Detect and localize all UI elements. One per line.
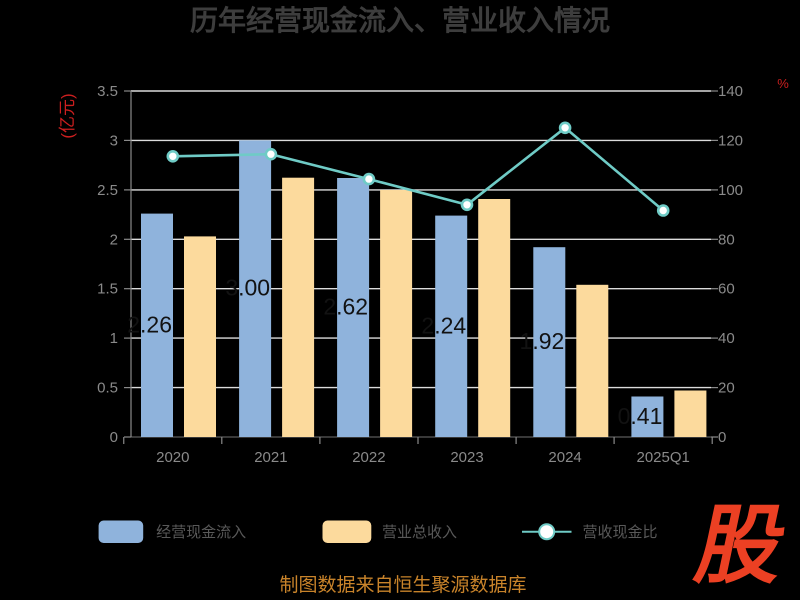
svg-text:1.5: 1.5 xyxy=(97,281,118,298)
svg-text:历年经营现金流入、营业收入情况: 历年经营现金流入、营业收入情况 xyxy=(190,4,610,36)
svg-text:2025Q1: 2025Q1 xyxy=(637,449,690,466)
svg-text:20: 20 xyxy=(718,380,735,397)
svg-text:营业总收入: 营业总收入 xyxy=(382,524,457,541)
svg-text:100: 100 xyxy=(718,182,743,199)
svg-text:1: 1 xyxy=(110,330,118,347)
svg-text:140: 140 xyxy=(718,83,743,100)
svg-text:%: % xyxy=(777,76,789,91)
svg-text:2024: 2024 xyxy=(548,449,581,466)
svg-text:2.26: 2.26 xyxy=(127,311,172,337)
svg-text:2022: 2022 xyxy=(352,449,385,466)
svg-text:2020: 2020 xyxy=(156,449,189,466)
svg-text:2: 2 xyxy=(110,231,118,248)
svg-text:0.5: 0.5 xyxy=(97,380,118,397)
svg-text:0: 0 xyxy=(718,429,726,446)
svg-text:经营现金流入: 经营现金流入 xyxy=(156,524,246,541)
svg-text:0.41: 0.41 xyxy=(618,403,663,429)
svg-text:(亿元): (亿元) xyxy=(58,93,77,138)
svg-text:1.92: 1.92 xyxy=(520,328,565,354)
svg-text:3.5: 3.5 xyxy=(97,83,118,100)
svg-text:3.00: 3.00 xyxy=(225,275,270,301)
svg-text:40: 40 xyxy=(718,330,735,347)
svg-text:股: 股 xyxy=(688,498,794,594)
svg-text:80: 80 xyxy=(718,231,735,248)
svg-text:2021: 2021 xyxy=(254,449,287,466)
svg-text:120: 120 xyxy=(718,132,743,149)
svg-text:2.5: 2.5 xyxy=(97,182,118,199)
svg-text:2023: 2023 xyxy=(450,449,483,466)
svg-text:60: 60 xyxy=(718,281,735,298)
svg-text:制图数据来自恒生聚源数据库: 制图数据来自恒生聚源数据库 xyxy=(279,574,526,596)
svg-text:0: 0 xyxy=(110,429,118,446)
svg-text:营收现金比: 营收现金比 xyxy=(583,524,658,541)
svg-text:2.24: 2.24 xyxy=(421,312,466,338)
svg-text:2.62: 2.62 xyxy=(323,294,368,320)
svg-text:3: 3 xyxy=(110,132,118,149)
